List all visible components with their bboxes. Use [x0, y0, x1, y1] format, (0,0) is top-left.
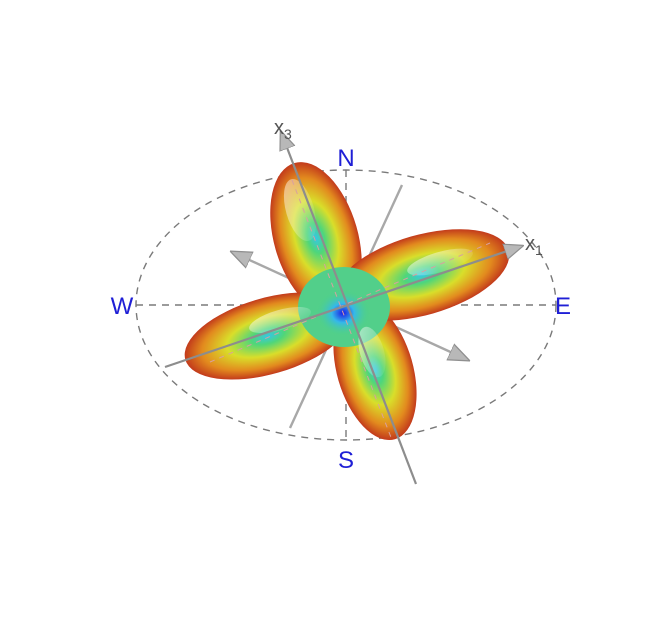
lobe-guide-1 [291, 179, 393, 441]
axis-x1 [164, 246, 522, 369]
lobe-highlight-west [249, 306, 311, 334]
compass-west: W [111, 293, 134, 320]
lobe-guide-2 [209, 242, 491, 363]
lobe-highlight-east [407, 248, 473, 276]
compass-north: N [337, 145, 354, 172]
lobe-highlight-north [283, 178, 317, 242]
radiation-lobes [184, 162, 510, 441]
axis-x3-label: x3 [274, 117, 292, 142]
compass-south: S [338, 447, 354, 474]
lobe-highlight-south [358, 326, 386, 378]
compass-east: E [555, 293, 571, 320]
axis-x1-label: x1 [525, 233, 543, 258]
axis-x3 [281, 132, 418, 485]
